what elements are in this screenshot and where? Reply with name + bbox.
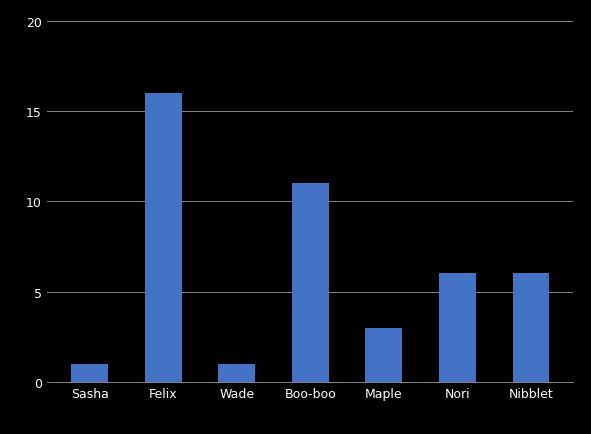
Bar: [292, 184, 329, 382]
Bar: [71, 364, 108, 382]
Bar: [145, 94, 181, 382]
Bar: [218, 364, 255, 382]
Bar: [512, 274, 550, 382]
Bar: [365, 328, 402, 382]
Bar: [439, 274, 476, 382]
